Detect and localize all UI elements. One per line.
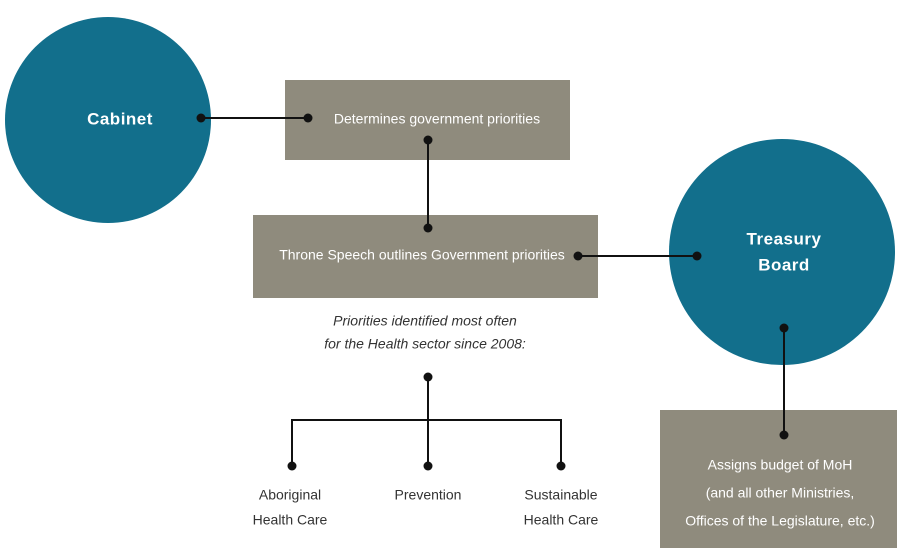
treasury-label: Board <box>758 255 810 274</box>
box-label: Throne Speech outlines Government priori… <box>279 247 565 263</box>
box-label: Assigns budget of MoH <box>708 457 853 473</box>
cabinet-circle <box>5 17 211 223</box>
note: Priorities identified most often <box>333 313 517 329</box>
connectors <box>196 113 789 471</box>
budget-box <box>660 410 897 548</box>
cabinet-label: Cabinet <box>87 109 153 128</box>
treasury-label: Treasury <box>747 229 822 248</box>
box-label: Determines government priorities <box>334 111 540 127</box>
priority-label: Health Care <box>253 512 328 528</box>
box-label: Offices of the Legislature, etc.) <box>685 513 875 529</box>
priority-label: Health Care <box>524 512 599 528</box>
priority-label: Prevention <box>395 487 462 503</box>
priority-label: Sustainable <box>524 487 597 503</box>
treasury-circle <box>669 139 895 365</box>
priority-label: Aboriginal <box>259 487 321 503</box>
box-label: (and all other Ministries, <box>706 485 855 501</box>
note: for the Health sector since 2008: <box>324 336 526 352</box>
